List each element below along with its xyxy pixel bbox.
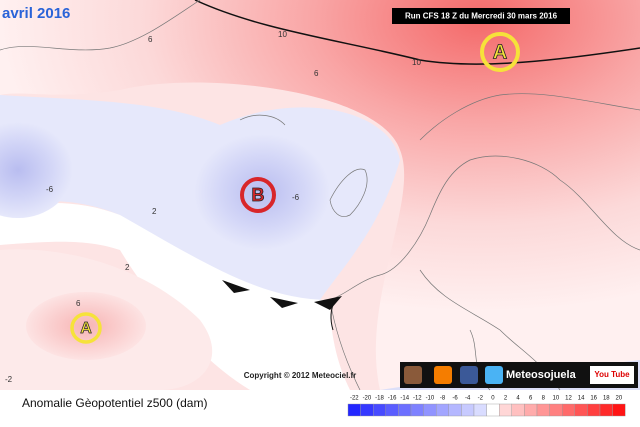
- scale-swatch: [373, 403, 387, 417]
- pressure-center: A: [480, 32, 520, 72]
- contour-label: -6: [292, 193, 300, 202]
- scale-label: -8: [440, 396, 446, 402]
- scale-swatch: [486, 403, 500, 417]
- copyright: Copyright © 2012 Meteociel.fr: [244, 371, 357, 380]
- scale-swatch: [511, 403, 525, 417]
- scale-swatch: [448, 403, 462, 417]
- scale-swatch: [574, 403, 588, 417]
- contour-label: 6: [148, 35, 153, 44]
- scale-swatch: [473, 403, 487, 417]
- map-area: [0, 0, 640, 391]
- run-label: Run CFS 18 Z du Mercredi 30 mars 2016: [405, 12, 558, 21]
- scale-swatch: [347, 403, 361, 417]
- brand-name: Meteosojuela: [506, 369, 577, 381]
- scale-label: 14: [578, 396, 585, 402]
- pressure-center: B: [240, 177, 276, 213]
- scale-label: -4: [465, 396, 471, 402]
- scale-swatch: [436, 403, 450, 417]
- scale-label: 4: [516, 396, 520, 402]
- scale-label: 8: [542, 396, 546, 402]
- color-scale: -22 -20 -18 -16 -14 -12 -10 -8 -6 -4 -2 0 2 4 6 8 10 12 14…: [347, 396, 626, 417]
- scale-swatch: [410, 403, 424, 417]
- scale-label: 18: [603, 396, 610, 402]
- title: avril 2016: [2, 5, 70, 22]
- scale-label: 2: [504, 396, 508, 402]
- scale-swatch: [549, 403, 563, 417]
- contour-label: 10: [278, 30, 287, 39]
- center-label: B: [252, 185, 265, 205]
- scale-label: -12: [413, 396, 422, 402]
- scale-label: -14: [400, 396, 409, 402]
- scale-label: -2: [478, 396, 484, 402]
- scale-label: -10: [426, 396, 435, 402]
- caption: Anomalie Gèopotentiel z500 (dam): [22, 396, 207, 410]
- contour-label: 6: [76, 299, 81, 308]
- contour-label: 6: [314, 69, 319, 78]
- scale-swatch: [499, 403, 513, 417]
- center-label: A: [493, 41, 507, 63]
- scale-swatch: [360, 403, 374, 417]
- run-box: [392, 8, 570, 24]
- brand-bar: Meteosojuela You Tube: [400, 362, 638, 388]
- scale-swatch: [461, 403, 475, 417]
- front: [222, 280, 342, 310]
- scale-label: -22: [350, 396, 359, 402]
- scale-label: 16: [590, 396, 597, 402]
- scale-label: 12: [565, 396, 572, 402]
- scale-swatch: [423, 403, 437, 417]
- scale-label: 10: [553, 396, 560, 402]
- scale-swatch: [599, 403, 613, 417]
- scale-swatch: [612, 403, 626, 417]
- contour-label: 2: [125, 263, 130, 272]
- contour-label: 10: [412, 58, 421, 67]
- scale-label: 6: [529, 396, 533, 402]
- pressure-center: A: [70, 312, 102, 344]
- contour-label: 2: [152, 207, 157, 216]
- scale-swatch: [385, 403, 399, 417]
- contour-label: -2: [5, 375, 13, 384]
- scale-swatch: [587, 403, 601, 417]
- scale-label: 20: [616, 396, 623, 402]
- scale-label: -16: [388, 396, 397, 402]
- scale-label: -18: [375, 396, 384, 402]
- scale-label: 0: [491, 396, 495, 402]
- center-label: A: [80, 320, 92, 337]
- scale-label: -20: [363, 396, 372, 402]
- youtube-label: You Tube: [594, 370, 630, 379]
- scale-swatch: [524, 403, 538, 417]
- scale-swatch: [536, 403, 550, 417]
- scale-swatch: [398, 403, 412, 417]
- scale-label: -6: [452, 396, 458, 402]
- contour-label: -6: [46, 185, 54, 194]
- scale-swatch: [562, 403, 576, 417]
